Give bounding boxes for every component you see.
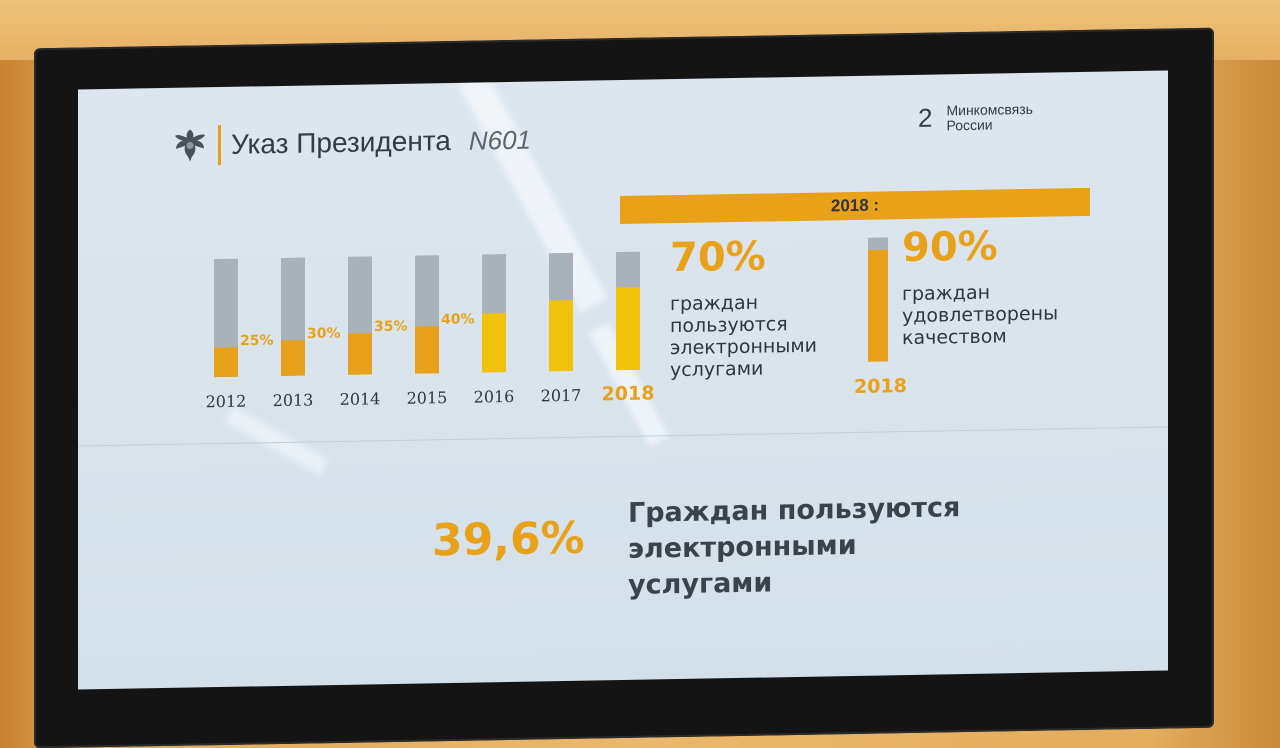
x-tick-label: 2013 [273, 390, 314, 410]
x-tick-label: 2017 [541, 386, 582, 406]
slide-header: Указ Президента N601 [172, 120, 531, 166]
bar [549, 300, 573, 372]
bar [281, 340, 305, 376]
stat2-line: граждан [902, 281, 991, 306]
stat2-year-label: 2018 [854, 375, 907, 398]
x-tick-label: 2012 [206, 392, 247, 412]
bar-chart: 25% 2012 30% 2013 35% 2014 40% 2015 2016 2017 2018 [206, 237, 888, 412]
bar [616, 287, 640, 371]
stat2-line: качеством [902, 325, 1007, 350]
current-description-line: услугами [628, 567, 773, 601]
presentation-screen: Указ Президента N601 2 Минкомсвязь Росси… [78, 70, 1168, 690]
current-value: 39,6% [432, 512, 585, 567]
x-tick-label: 2016 [474, 387, 515, 407]
bar [415, 326, 439, 374]
current-description-line: Граждан пользуются [628, 492, 961, 529]
x-tick-label: 2015 [407, 388, 448, 408]
bar-value-label: 25% [240, 333, 274, 350]
stat2-line: удовлетворены [902, 302, 1059, 328]
bar-value-label: 35% [374, 318, 408, 335]
bar [214, 347, 238, 378]
stat1-line: пользуются [670, 313, 788, 338]
stat1-line: граждан [670, 291, 759, 316]
bar [348, 333, 372, 375]
current-description: Граждан пользуются электронными услугами [628, 490, 960, 604]
stat1-value: 70% [670, 233, 766, 282]
stat1-line: электронными [670, 334, 818, 360]
stat1-description: граждан пользуются электронными услугами [670, 291, 817, 382]
x-tick-label: 2014 [340, 389, 381, 409]
stat2-value: 90% [902, 223, 998, 272]
stat2-description: граждан удовлетворены качеством [902, 280, 1059, 350]
gauge-fill [868, 249, 888, 362]
bar-value-label: 30% [307, 326, 341, 343]
stat1-line: услугами [670, 357, 764, 382]
x-tick-label: 2018 [602, 382, 655, 405]
double-headed-eagle-icon [175, 129, 205, 162]
bar-value-label: 40% [441, 311, 475, 328]
bar [482, 313, 506, 373]
current-description-line: электронными [628, 529, 857, 565]
